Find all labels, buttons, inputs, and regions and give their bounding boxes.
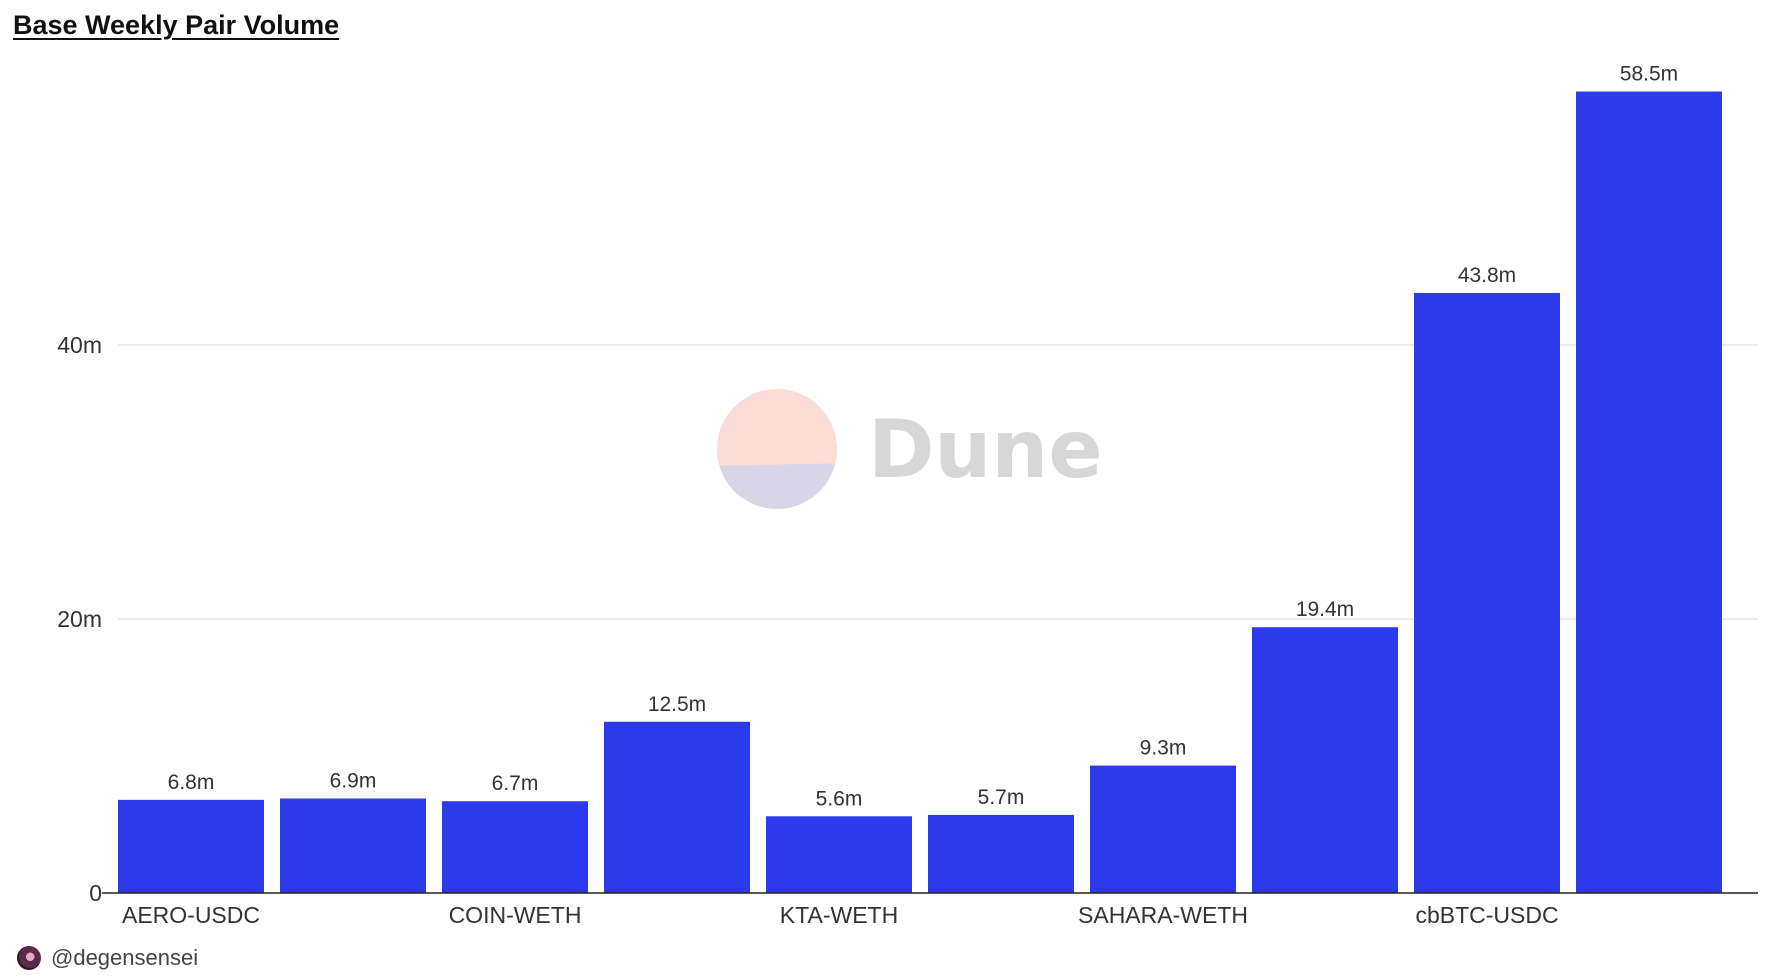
dune-logo-lower-half <box>719 463 836 510</box>
data-label: 58.5m <box>1620 63 1678 86</box>
footer-attribution: @degensensei <box>17 944 198 972</box>
y-axis-ticks: 0 20m 40m <box>57 332 102 906</box>
bar[interactable] <box>928 814 1074 893</box>
bar[interactable] <box>280 798 426 893</box>
data-labels-layer: 6.8m 6.9m 6.7m 12.5m 5.6m 5.7m 9.3m 19.4m 43.8m 5… <box>168 63 1679 811</box>
x-tick-label: cbBTC-USDC <box>1415 902 1558 928</box>
dune-watermark-text: Dune <box>868 403 1103 496</box>
bar[interactable] <box>1090 765 1236 893</box>
y-tick-label: 0 <box>89 880 102 906</box>
x-tick-label: SAHARA-WETH <box>1078 902 1248 928</box>
bar[interactable] <box>442 801 588 893</box>
bar[interactable] <box>1252 627 1398 893</box>
x-axis-ticks: AERO-USDC COIN-WETH KTA-WETH SAHARA-WETH cbB… <box>122 902 1559 928</box>
y-tick-label: 20m <box>57 606 102 632</box>
data-label: 6.7m <box>492 772 539 795</box>
dune-watermark: Dune <box>717 389 1103 510</box>
author-handle[interactable]: @degensensei <box>51 945 199 970</box>
bar[interactable] <box>1576 91 1722 894</box>
data-label: 43.8m <box>1458 264 1516 287</box>
bar[interactable] <box>604 721 750 893</box>
bar[interactable] <box>1414 292 1560 893</box>
data-label: 9.3m <box>1140 737 1187 760</box>
y-tick-label: 40m <box>57 332 102 358</box>
x-tick-label: KTA-WETH <box>780 902 898 928</box>
bars-layer <box>118 91 1722 894</box>
bar[interactable] <box>766 816 912 893</box>
chart-title[interactable]: Base Weekly Pair Volume <box>13 10 340 40</box>
data-label: 6.9m <box>330 769 377 792</box>
data-label: 5.7m <box>978 786 1025 809</box>
x-tick-label: COIN-WETH <box>449 902 582 928</box>
bar[interactable] <box>118 799 264 893</box>
data-label: 5.6m <box>816 787 863 810</box>
user-avatar-icon <box>17 946 41 970</box>
data-label: 19.4m <box>1296 598 1354 621</box>
data-label: 12.5m <box>648 693 706 716</box>
x-tick-label: AERO-USDC <box>122 902 260 928</box>
data-label: 6.8m <box>168 771 215 794</box>
